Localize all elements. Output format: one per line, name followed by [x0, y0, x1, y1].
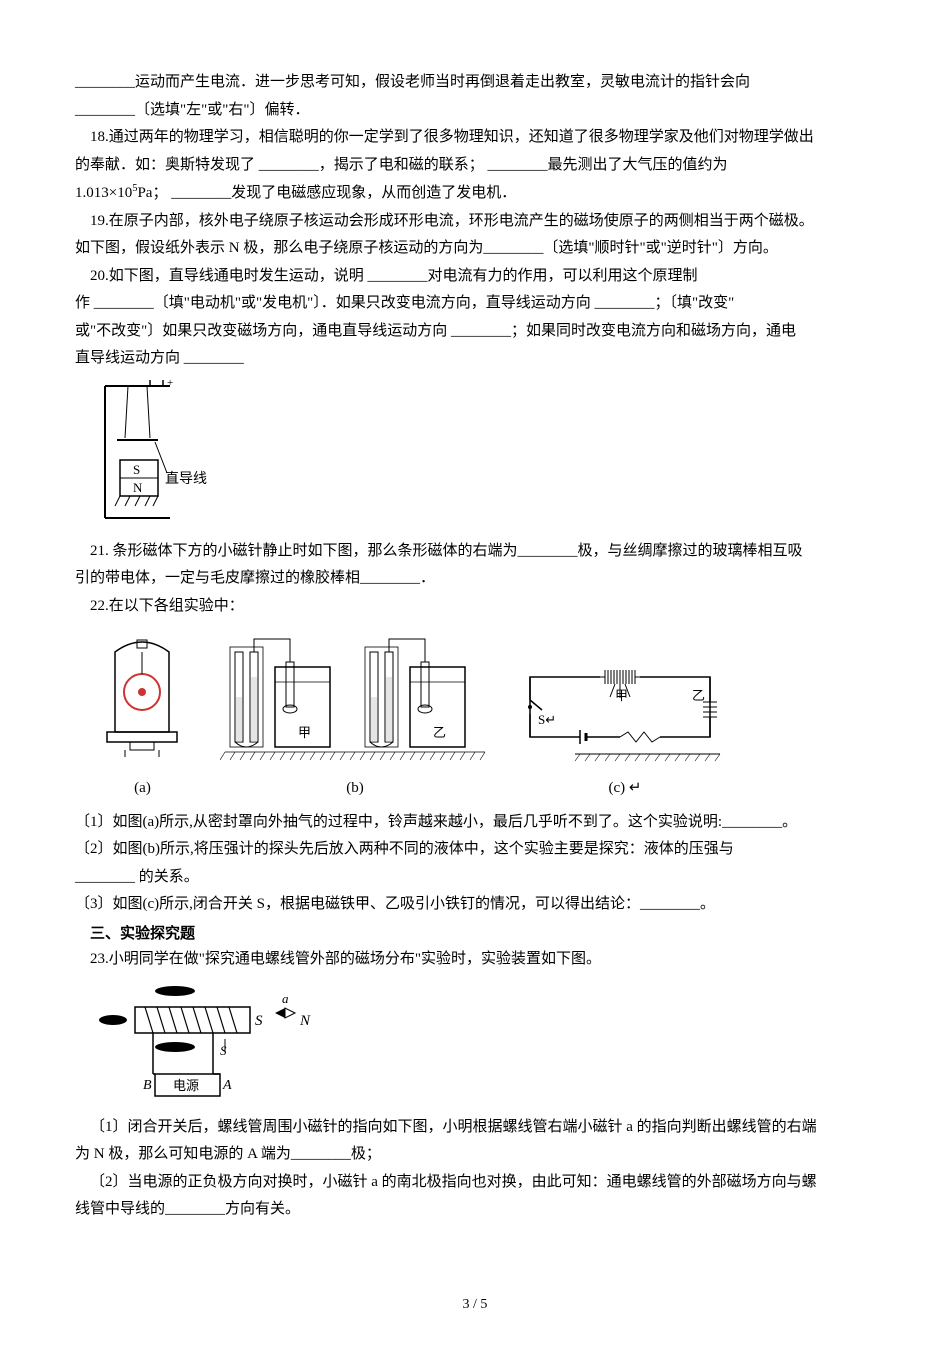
text: ________〔选填"左"或"右"〕偏转． — [75, 102, 310, 118]
svg-text:A: A — [222, 1078, 232, 1093]
text: 21. 条形磁体下方的小磁针静止时如下图，那么条形磁体的右端为________极… — [90, 543, 803, 559]
text: 引的带电体，一定与毛皮摩擦过的橡胶棒相________． — [75, 570, 435, 586]
text: 23.小明同学在做"探究通电螺线管外部的磁场分布"实验时，实验装置如下图。 — [90, 951, 601, 967]
q23-sub1a: 〔1〕闭合开关后，螺线管周围小磁针的指向如下图，小明根据螺线管右端小磁针 a 的… — [75, 1115, 875, 1141]
text: ________运动而产生电流．进一步思考可知，假设老师当时再倒退着走出教室，灵… — [75, 74, 750, 90]
svg-text:直导线: 直导线 — [165, 470, 207, 487]
q19-line1: 19.在原子内部，核外电子绕原子核运动会形成环形电流，环形电流产生的磁场使原子的… — [75, 209, 875, 235]
text: 〔1〕闭合开关后，螺线管周围小磁针的指向如下图，小明根据螺线管右端小磁针 a 的… — [90, 1119, 817, 1135]
q20-line1: 20.如下图，直导线通电时发生运动，说明 ________对电流有力的作用，可以… — [75, 264, 875, 290]
text: 〔2〕如图(b)所示,将压强计的探头先后放入两种不同的液体中，这个实验主要是探究… — [75, 841, 734, 857]
fig-b: 甲 乙 (b) — [220, 627, 490, 802]
q17-line1: ________运动而产生电流．进一步思考可知，假设老师当时再倒退着走出教室，灵… — [75, 70, 875, 96]
q21-line1: 21. 条形磁体下方的小磁针静止时如下图，那么条形磁体的右端为________极… — [75, 539, 875, 565]
text: 22.在以下各组实验中： — [90, 598, 244, 614]
svg-text:S: S — [133, 462, 140, 477]
text: 〔3〕如图(c)所示,闭合开关 S，根据电磁铁甲、乙吸引小铁钉的情况，可以得出结… — [75, 896, 715, 912]
text: 〔1〕如图(a)所示,从密封罩向外抽气的过程中，铃声越来越小，最后几乎听不到了。… — [75, 814, 797, 830]
q17-line2: ________〔选填"左"或"右"〕偏转． — [75, 98, 875, 124]
label-a: (a) — [95, 776, 190, 802]
text: 的奉献．如：奥斯特发现了 ________，揭示了电和磁的联系； _______… — [75, 157, 728, 173]
q18-line3: 1.013×105Pa； ________发现了电磁感应现象，从而创造了发电机． — [75, 180, 875, 207]
label-b: (b) — [220, 776, 490, 802]
svg-text:S: S — [255, 1013, 263, 1029]
q18-line1: 18.通过两年的物理学习，相信聪明的你一定学到了很多物理知识，还知道了很多物理学… — [75, 125, 875, 151]
fig-a: (a) — [95, 637, 190, 802]
q23-sub2a: 〔2〕当电源的正负极方向对换时，小磁针 a 的南北极指向也对换，由此可知：通电螺… — [75, 1170, 875, 1196]
text: 或"不改变"〕如果只改变磁场方向，通电直导线运动方向 ________；如果同时… — [75, 323, 796, 339]
svg-text:S: S — [220, 1043, 227, 1058]
q23-title: 23.小明同学在做"探究通电螺线管外部的磁场分布"实验时，实验装置如下图。 — [75, 947, 875, 973]
q22-figures: (a) — [95, 627, 875, 802]
q19-line2: 如下图，假设纸外表示 N 极，那么电子绕原子核运动的方向为________〔选填… — [75, 236, 875, 262]
q23-sub1b: 为 N 极，那么可知电源的 A 端为________极； — [75, 1142, 875, 1168]
svg-text:甲: 甲 — [298, 725, 311, 740]
section3-title: 三、实验探究题 — [75, 922, 875, 948]
svg-text:a: a — [282, 991, 289, 1006]
q20-figure: + S N 直导线 — [95, 378, 875, 533]
text: ________ 的关系。 — [75, 869, 199, 885]
q18-line2: 的奉献．如：奥斯特发现了 ________，揭示了电和磁的联系； _______… — [75, 153, 875, 179]
q22-sub2b: ________ 的关系。 — [75, 865, 875, 891]
svg-text:+: + — [167, 378, 173, 389]
svg-text:S↵: S↵ — [538, 712, 556, 727]
svg-text:乙: 乙 — [692, 688, 705, 703]
text: Pa； ________发现了电磁感应现象，从而创造了发电机． — [137, 185, 516, 201]
text: 如下图，假设纸外表示 N 极，那么电子绕原子核运动的方向为________〔选填… — [75, 240, 778, 256]
q20-line2: 作 ________〔填"电动机"或"发电机"〕．如果只改变电流方向，直导线运动… — [75, 291, 875, 317]
q20-line4: 直导线运动方向 ________ — [75, 346, 875, 372]
text: 线管中导线的________方向有关。 — [75, 1201, 300, 1217]
q22-sub2: 〔2〕如图(b)所示,将压强计的探头先后放入两种不同的液体中，这个实验主要是探究… — [75, 837, 875, 863]
svg-text:甲: 甲 — [615, 688, 628, 703]
text: 1.013×10 — [75, 185, 132, 201]
text: 三、实验探究题 — [90, 926, 195, 942]
page-number: 3 / 5 — [75, 1293, 875, 1317]
q22-sub1: 〔1〕如图(a)所示,从密封罩向外抽气的过程中，铃声越来越小，最后几乎听不到了。… — [75, 810, 875, 836]
q23-sub2b: 线管中导线的________方向有关。 — [75, 1197, 875, 1223]
text: 20.如下图，直导线通电时发生运动，说明 ________对电流有力的作用，可以… — [90, 268, 698, 284]
svg-text:电源: 电源 — [173, 1078, 199, 1093]
q23-figure: S a N S B A 电源 — [95, 979, 875, 1109]
fig-c: 甲 乙 S↵ — [520, 662, 730, 802]
q22-title: 22.在以下各组实验中： — [75, 594, 875, 620]
q21-line2: 引的带电体，一定与毛皮摩擦过的橡胶棒相________． — [75, 566, 875, 592]
svg-text:N: N — [133, 480, 143, 495]
svg-text:乙: 乙 — [433, 725, 446, 740]
text: 直导线运动方向 ________ — [75, 350, 244, 366]
text: 为 N 极，那么可知电源的 A 端为________极； — [75, 1146, 381, 1162]
text: 〔2〕当电源的正负极方向对换时，小磁针 a 的南北极指向也对换，由此可知：通电螺… — [90, 1174, 817, 1190]
svg-text:B: B — [143, 1078, 152, 1093]
text: 19.在原子内部，核外电子绕原子核运动会形成环形电流，环形电流产生的磁场使原子的… — [90, 213, 814, 229]
q22-sub3: 〔3〕如图(c)所示,闭合开关 S，根据电磁铁甲、乙吸引小铁钉的情况，可以得出结… — [75, 892, 875, 918]
label-c: (c) ↵ — [520, 776, 730, 802]
q20-line3: 或"不改变"〕如果只改变磁场方向，通电直导线运动方向 ________；如果同时… — [75, 319, 875, 345]
text: 18.通过两年的物理学习，相信聪明的你一定学到了很多物理知识，还知道了很多物理学… — [90, 129, 814, 145]
text: 作 ________〔填"电动机"或"发电机"〕．如果只改变电流方向，直导线运动… — [75, 295, 734, 311]
svg-text:N: N — [299, 1013, 311, 1029]
